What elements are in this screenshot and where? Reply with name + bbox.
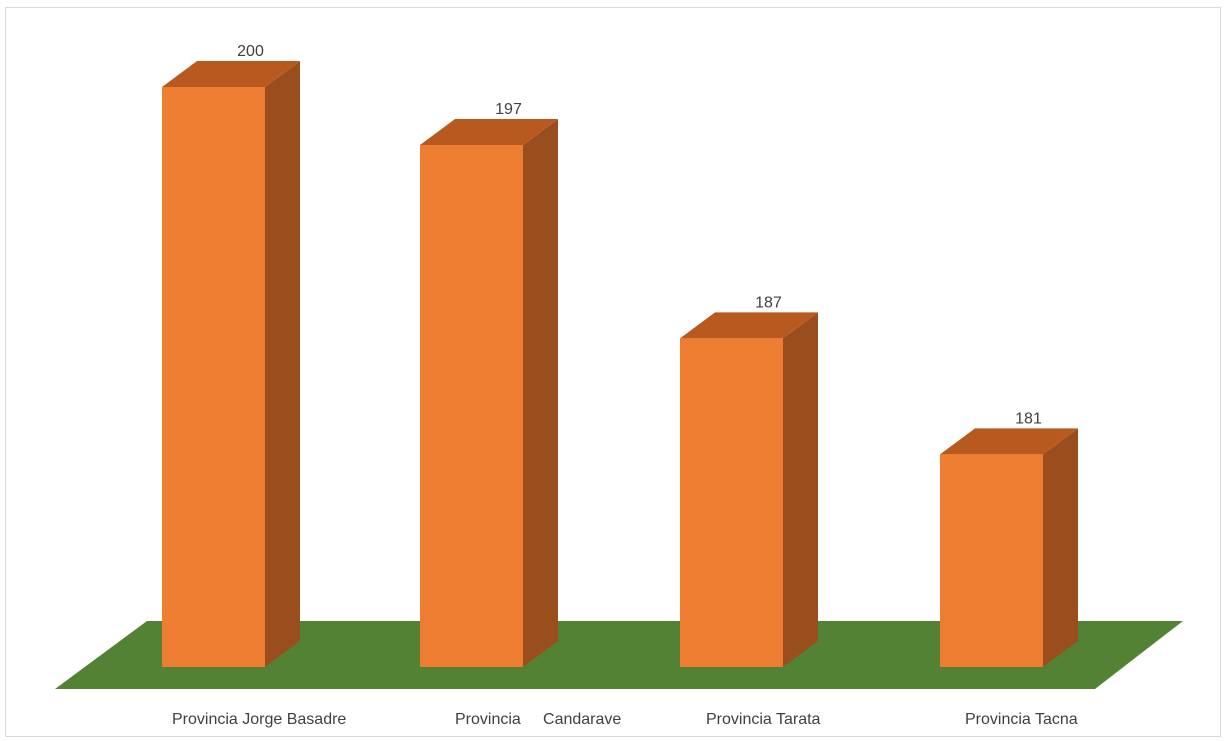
bar-top	[680, 312, 818, 339]
bar-2	[420, 119, 558, 667]
data-label-1: 200	[237, 43, 264, 60]
category-label-3: Provincia Tarata	[706, 711, 821, 728]
value-labels-group: 200 197 187 181	[237, 43, 1042, 427]
data-label-2: 197	[495, 101, 522, 118]
category-label-2: Provincia Candarave	[455, 711, 621, 728]
bar-4	[940, 428, 1078, 667]
bar-front	[680, 338, 783, 667]
bar-front	[420, 145, 523, 667]
data-label-3: 187	[755, 294, 782, 311]
bar-side	[783, 312, 818, 667]
bar-side	[1043, 428, 1078, 667]
bars-group	[162, 61, 1078, 667]
bar-1	[162, 61, 300, 667]
bar-front	[940, 454, 1043, 667]
data-label-4: 181	[1015, 410, 1042, 427]
bar-side	[265, 61, 300, 667]
bar-top	[420, 119, 558, 145]
bar-top	[940, 428, 1078, 455]
bar-top	[162, 61, 300, 87]
bar-3	[680, 312, 818, 667]
category-labels-group: Provincia Jorge Basadre Provincia Candara…	[172, 711, 1078, 728]
bar-side	[523, 119, 558, 667]
category-label-4: Provincia Tacna	[965, 711, 1078, 728]
category-label-1: Provincia Jorge Basadre	[172, 711, 346, 728]
chart-floor	[55, 621, 1183, 689]
bar-front	[162, 87, 265, 667]
